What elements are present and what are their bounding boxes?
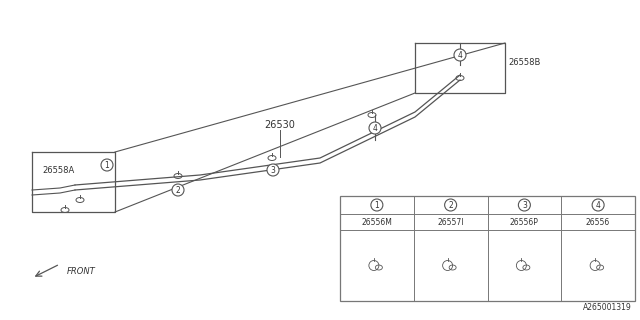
Circle shape — [454, 49, 466, 61]
Circle shape — [518, 199, 531, 211]
Text: 26558B: 26558B — [508, 58, 540, 67]
Text: 1: 1 — [374, 201, 380, 210]
Circle shape — [369, 122, 381, 134]
Text: 4: 4 — [596, 201, 600, 210]
Circle shape — [592, 199, 604, 211]
Circle shape — [371, 199, 383, 211]
Text: 3: 3 — [522, 201, 527, 210]
Text: 26556P: 26556P — [510, 218, 539, 227]
Text: 1: 1 — [104, 161, 109, 170]
Text: 26558A: 26558A — [42, 165, 74, 174]
Text: 26530: 26530 — [264, 120, 296, 130]
Text: FRONT: FRONT — [67, 267, 96, 276]
Text: 4: 4 — [372, 124, 378, 132]
Text: 4: 4 — [458, 51, 463, 60]
Circle shape — [267, 164, 279, 176]
Text: 3: 3 — [271, 165, 275, 174]
Circle shape — [172, 184, 184, 196]
Text: 26556M: 26556M — [362, 218, 392, 227]
Circle shape — [445, 199, 456, 211]
Bar — [340, 196, 635, 301]
Text: 26556: 26556 — [586, 218, 611, 227]
Text: 26557I: 26557I — [437, 218, 464, 227]
Text: A265001319: A265001319 — [583, 303, 632, 312]
Text: 2: 2 — [448, 201, 453, 210]
Text: 2: 2 — [175, 186, 180, 195]
Circle shape — [101, 159, 113, 171]
